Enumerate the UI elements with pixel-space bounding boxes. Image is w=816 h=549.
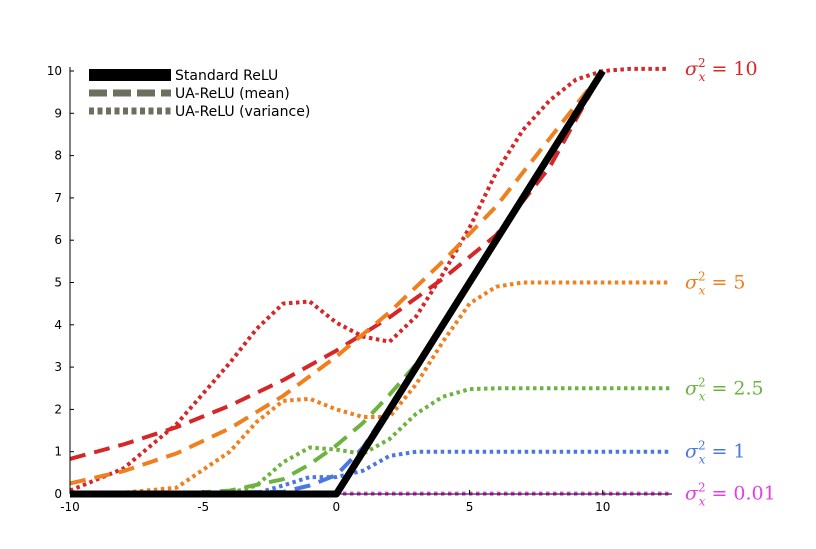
y-tick-label: 10 (47, 64, 62, 78)
series-line-mean-var-2-5 (70, 69, 605, 496)
legend-label: UA-ReLU (variance) (175, 104, 310, 120)
series-line-standard-relu (70, 69, 606, 498)
y-tick-label: 4 (54, 318, 62, 332)
axes-layer: -10 -5 0 5 10 0 1 2 3 4 5 6 7 8 9 10 (47, 64, 672, 514)
variance-annotation: σ2 x = 0.01 (685, 481, 776, 509)
variance-annotation: σ2 x = 5 (685, 270, 746, 298)
series-line-variance-var-2-5 (69, 386, 670, 496)
series-line-variance-var-10 (69, 66, 670, 493)
variance-annotation: σ2 x = 10 (685, 56, 758, 84)
variance-annotation: σ2 x = 1 (685, 439, 746, 467)
x-tick-label: 0 (333, 500, 341, 514)
x-tick-label: 5 (466, 500, 474, 514)
series-line-mean-var-5 (69, 69, 605, 486)
x-tick-label: 10 (595, 500, 610, 514)
series-line-mean-var-1 (69, 69, 605, 496)
x-tick-label: -5 (197, 500, 209, 514)
series-line-variance-var-5 (69, 280, 670, 496)
series-layer (69, 66, 670, 498)
y-tick-label: 2 (54, 402, 62, 416)
x-tick-label: -10 (60, 500, 80, 514)
y-tick-label: 3 (54, 360, 62, 374)
y-tick-label: 5 (54, 276, 62, 290)
series-line-mean-var-0-01 (70, 69, 605, 496)
variance-annotations: σ2 x = 10 σ2 x = 5 σ2 x = 2.5 σ2 x = 1 σ2 x = 0.0… (685, 56, 776, 509)
y-tick-label: 9 (54, 106, 62, 120)
legend: Standard ReLU UA-ReLU (mean) UA-ReLU (vari… (89, 68, 310, 120)
series-line-variance-var-1 (69, 449, 670, 496)
y-tick-label: 8 (54, 149, 62, 163)
y-tick-label: 1 (54, 445, 62, 459)
y-tick-label: 6 (54, 233, 62, 247)
variance-annotation: σ2 x = 2.5 (685, 375, 764, 403)
y-tick-label: 7 (54, 191, 62, 205)
legend-label: UA-ReLU (mean) (175, 86, 290, 102)
y-tick-label: 0 (54, 487, 62, 501)
legend-label: Standard ReLU (175, 68, 278, 84)
